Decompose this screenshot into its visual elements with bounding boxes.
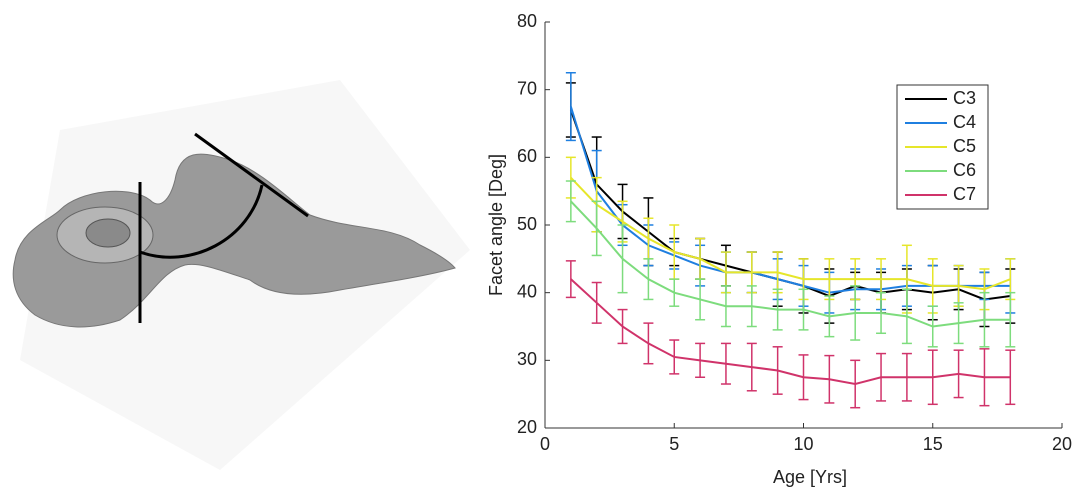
x-tick-label: 20 — [1052, 434, 1072, 454]
x-axis-label: Age [Yrs] — [773, 467, 847, 487]
legend-label: C6 — [953, 160, 976, 180]
series-line — [570, 278, 1011, 386]
y-tick-label: 70 — [517, 78, 537, 98]
series-line — [570, 200, 1011, 328]
vertebra-shape — [12, 153, 456, 328]
x-tick-label: 5 — [669, 434, 679, 454]
y-tick-label: 60 — [517, 146, 537, 166]
y-axis-label: Facet angle [Deg] — [486, 154, 506, 296]
x-tick-label: 10 — [793, 434, 813, 454]
series-line — [570, 176, 1011, 291]
x-tick-label: 15 — [923, 434, 943, 454]
legend-label: C3 — [953, 88, 976, 108]
vertebra-hole — [85, 218, 131, 248]
vertebra-illustration — [12, 80, 470, 470]
angle-arc — [139, 184, 264, 259]
legend-label: C7 — [953, 184, 976, 204]
y-tick-label: 20 — [517, 417, 537, 437]
x-tick-label: 0 — [540, 434, 550, 454]
y-tick-label: 80 — [517, 11, 537, 31]
y-tick-label: 50 — [517, 214, 537, 234]
y-tick-label: 40 — [517, 281, 537, 301]
y-tick-label: 30 — [517, 349, 537, 369]
legend-label: C4 — [953, 112, 976, 132]
facet-line — [194, 132, 309, 218]
legend-label: C5 — [953, 136, 976, 156]
